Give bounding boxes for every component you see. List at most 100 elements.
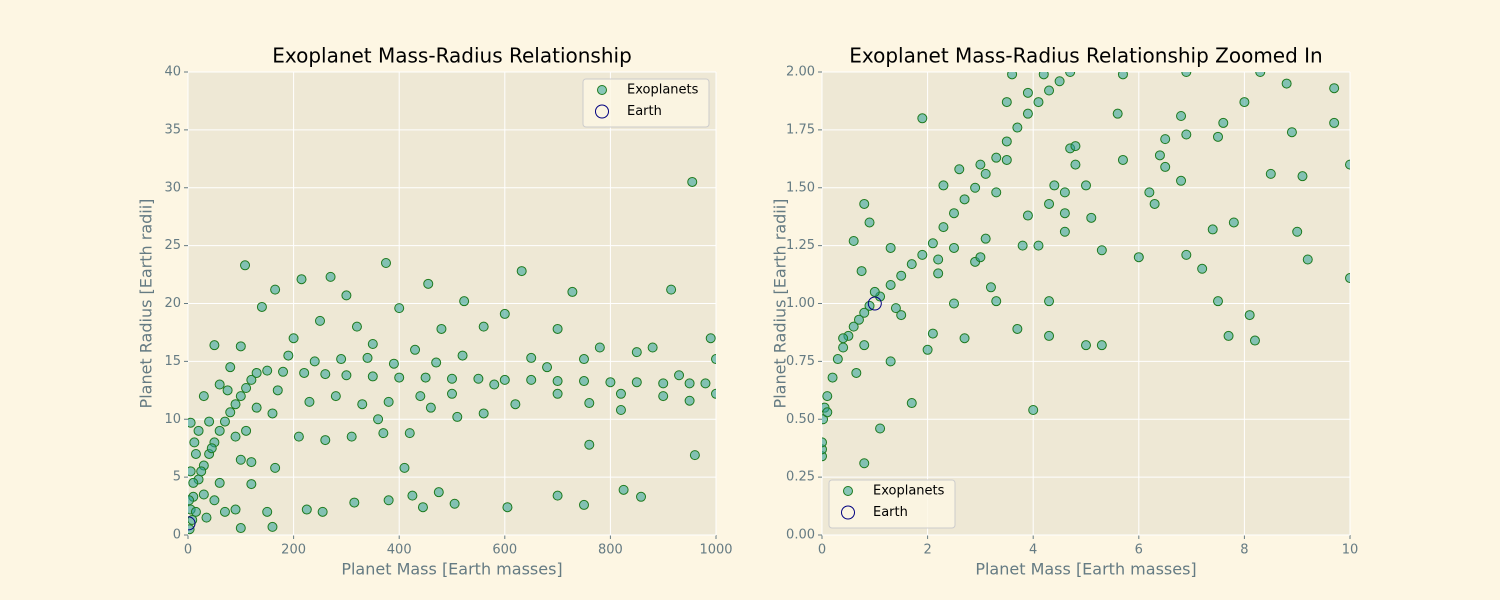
point (346, 431, 357, 442)
point (1244, 310, 1255, 321)
point (711, 354, 716, 365)
point (270, 462, 281, 473)
point (1033, 97, 1044, 108)
point (417, 502, 428, 513)
point (822, 437, 827, 448)
point (1345, 159, 1350, 170)
point (938, 180, 949, 191)
point (214, 379, 225, 390)
point (1070, 159, 1081, 170)
point (246, 479, 257, 490)
point (666, 284, 677, 295)
point (270, 284, 281, 295)
legend: Exoplanets Earth (828, 479, 956, 529)
point (1329, 83, 1340, 94)
point (283, 350, 294, 361)
point (636, 491, 647, 502)
point (579, 376, 589, 387)
y-tick-label: 5 (173, 470, 181, 485)
point (985, 282, 996, 293)
point (526, 352, 537, 363)
point (415, 391, 426, 402)
point (859, 198, 870, 209)
point (336, 354, 347, 365)
point (859, 340, 870, 351)
point (367, 339, 378, 350)
point (1228, 217, 1239, 228)
point (1044, 330, 1055, 341)
point (631, 347, 642, 358)
point (388, 358, 399, 369)
y-tick-label: 25 (164, 238, 181, 253)
point (433, 487, 444, 498)
point (1255, 72, 1266, 77)
point (864, 217, 875, 228)
point (1001, 97, 1012, 108)
point (315, 315, 325, 326)
point (1096, 245, 1107, 256)
point (304, 396, 315, 407)
point (567, 286, 578, 297)
point (949, 298, 959, 309)
point (478, 408, 489, 419)
point (933, 254, 944, 265)
point (235, 523, 246, 534)
chart-title: Exoplanet Mass-Radius Relationship (272, 44, 632, 68)
y-tick-label: 0.50 (786, 412, 815, 427)
point (225, 407, 236, 418)
point (864, 300, 875, 311)
legend-marker (843, 486, 853, 496)
point (447, 388, 457, 399)
point (959, 194, 970, 205)
point (1297, 171, 1308, 182)
point (262, 365, 273, 376)
point (1081, 340, 1091, 351)
point (1096, 340, 1107, 351)
point (647, 342, 658, 353)
point (1022, 210, 1033, 221)
point (1022, 87, 1033, 98)
point (1345, 273, 1350, 284)
point (1070, 141, 1081, 152)
point (299, 367, 310, 378)
point (293, 431, 304, 442)
point (383, 495, 394, 506)
point (1012, 122, 1023, 133)
point (235, 341, 246, 352)
point (1022, 108, 1033, 119)
point (615, 388, 626, 399)
point (1007, 72, 1018, 80)
point (1286, 127, 1297, 138)
point (1176, 110, 1187, 121)
x-tick-label: 10 (1342, 543, 1359, 558)
point (420, 372, 431, 383)
point (689, 450, 700, 461)
point (499, 308, 510, 319)
legend: Exoplanets Earth (582, 78, 710, 128)
point (1133, 252, 1144, 263)
point (832, 354, 843, 365)
point (317, 506, 328, 517)
point (230, 504, 241, 515)
point (1281, 78, 1292, 89)
point (851, 367, 862, 378)
point (1265, 168, 1276, 179)
x-tick-label: 6 (1135, 543, 1143, 558)
point (927, 238, 938, 249)
point (896, 270, 907, 281)
point (219, 506, 230, 517)
point (1059, 208, 1070, 219)
point (367, 371, 378, 382)
point (267, 521, 278, 532)
point (869, 286, 880, 297)
point (917, 113, 928, 124)
point (1181, 129, 1192, 140)
point (190, 506, 201, 517)
point (188, 516, 196, 531)
point (1223, 330, 1234, 341)
legend-label: Exoplanets (627, 83, 699, 98)
point (288, 333, 299, 344)
point (230, 399, 241, 410)
point (594, 342, 605, 353)
y-tick-label: 35 (164, 122, 181, 137)
